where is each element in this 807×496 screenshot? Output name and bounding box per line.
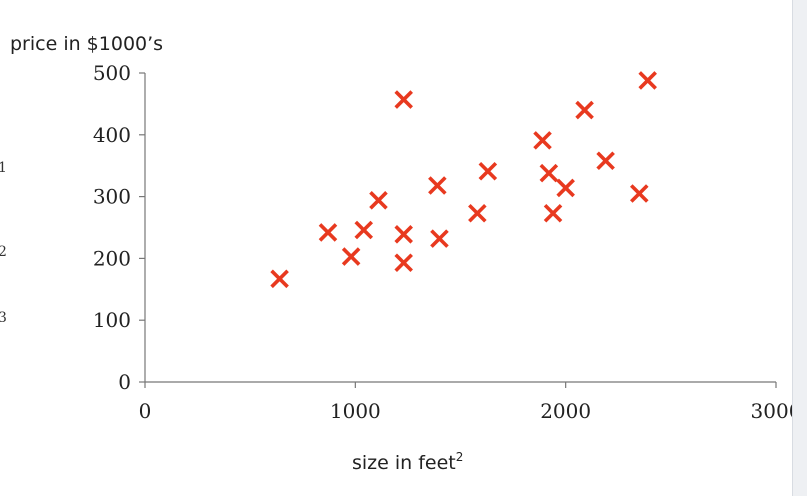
data-point <box>394 90 413 109</box>
left-edge-glyph-3: 3 <box>0 310 7 326</box>
data-point <box>428 176 447 195</box>
x-axis-title-base: size in feet <box>352 452 456 474</box>
y-tick-label: 200 <box>93 246 131 270</box>
data-point <box>539 163 559 183</box>
data-point <box>543 204 563 223</box>
x-axis-title: size in feet2 <box>352 450 463 474</box>
data-point <box>575 100 594 120</box>
data-point <box>630 184 649 203</box>
data-point <box>341 247 361 266</box>
data-point <box>556 178 575 198</box>
x-axis-title-superscript: 2 <box>456 450 464 464</box>
y-tick-label: 100 <box>93 308 131 332</box>
right-edge-panel <box>792 0 807 496</box>
y-axis-title: price in $1000’s <box>10 33 163 55</box>
data-point <box>596 151 615 171</box>
left-edge-glyph-2: 2 <box>0 244 7 260</box>
y-tick-label: 500 <box>93 61 131 85</box>
data-point <box>318 223 338 242</box>
data-point <box>430 229 449 248</box>
data-point <box>394 253 413 272</box>
y-tick-label: 0 <box>118 370 131 394</box>
x-tick-label: 2000 <box>540 399 591 423</box>
data-point <box>394 225 413 244</box>
data-point <box>270 269 289 289</box>
data-point <box>369 191 388 210</box>
x-tick-label: 0 <box>139 399 152 423</box>
x-tick-label: 1000 <box>330 399 381 423</box>
data-point <box>354 220 374 240</box>
data-point <box>638 71 657 90</box>
data-point <box>478 161 498 181</box>
y-tick-label: 300 <box>93 185 131 209</box>
data-point <box>533 131 552 150</box>
left-edge-glyph-1: 1 <box>0 160 7 176</box>
data-points <box>270 71 657 289</box>
y-tick-label: 400 <box>93 123 131 147</box>
data-point <box>468 204 487 223</box>
